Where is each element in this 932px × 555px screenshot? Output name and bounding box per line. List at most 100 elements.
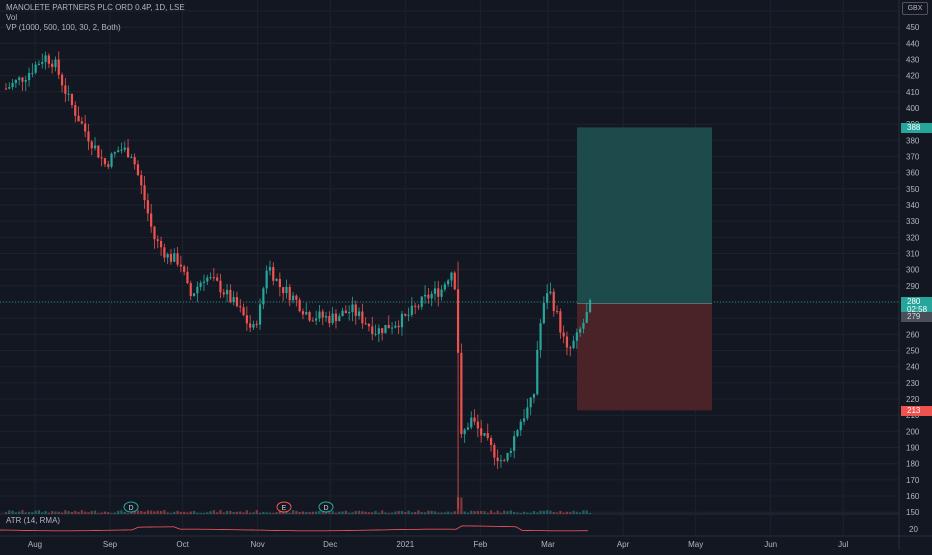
- price-tick-label: 350: [906, 185, 920, 194]
- volume-bar: [156, 510, 159, 514]
- volume-bar: [110, 512, 113, 514]
- time-axis[interactable]: Aug Sep Oct Nov Dec 2021 Feb Mar Apr May Jun Jul: [28, 540, 849, 549]
- volume-bar: [410, 512, 413, 514]
- candle-body: [235, 297, 239, 307]
- volume-bar: [532, 511, 536, 514]
- candle-body: [529, 397, 532, 408]
- candle-body: [496, 457, 499, 462]
- volume-bar: [242, 512, 245, 514]
- volume-bar: [536, 512, 539, 514]
- volume-bar: [186, 512, 189, 514]
- volume-bar: [278, 510, 281, 514]
- volume-indicator-label[interactable]: Vol: [6, 13, 18, 22]
- candle-body: [503, 460, 506, 462]
- volume-bar: [90, 510, 93, 514]
- candle-body: [334, 313, 338, 322]
- candle-body: [470, 417, 473, 428]
- volume-bar: [14, 512, 17, 514]
- price-tick-label: 290: [906, 282, 920, 291]
- volume-bar: [466, 512, 470, 514]
- price-tick-label: 380: [906, 136, 920, 145]
- volume-bar: [34, 510, 37, 514]
- candle-body: [443, 284, 446, 290]
- loss-zone: [577, 303, 712, 411]
- candle-body: [536, 349, 539, 395]
- event-marker-label: E: [282, 505, 287, 512]
- candle-body: [24, 80, 27, 82]
- volume-bar: [354, 510, 357, 514]
- price-axis[interactable]: 1501601701801902002102202302402502602702…: [906, 7, 920, 517]
- candle-body: [288, 286, 291, 301]
- candle-body: [239, 306, 242, 308]
- volume-bar: [268, 512, 272, 514]
- time-tick-label: May: [688, 540, 703, 549]
- volume-bar: [470, 510, 473, 514]
- volume-bar: [146, 510, 149, 514]
- volume-bar: [169, 512, 173, 514]
- candle-body: [206, 277, 209, 282]
- volume-bar: [209, 511, 212, 514]
- price-tick-label: 170: [906, 476, 920, 485]
- candle-body: [103, 158, 107, 165]
- volume-bar: [133, 510, 136, 514]
- volume-profile-label[interactable]: VP (1000, 500, 100, 30, 2, Both): [6, 23, 121, 32]
- symbol-title[interactable]: MANOLETE PARTNERS PLC ORD 0.4P, 1D, LSE: [6, 3, 185, 12]
- candle-body: [189, 283, 192, 297]
- stop-price-tag: 213: [901, 406, 932, 416]
- price-tick-label: 300: [906, 266, 920, 275]
- volume-bar: [447, 511, 450, 514]
- candle-body: [473, 417, 476, 422]
- candle-body: [176, 253, 179, 265]
- candle-body: [364, 323, 367, 325]
- volume-bar: [351, 512, 354, 514]
- volume-bar: [423, 512, 427, 514]
- volume-bar: [499, 512, 503, 514]
- candle-body: [331, 313, 334, 324]
- candle-body: [585, 311, 588, 323]
- candle-body: [199, 282, 202, 287]
- candle-body: [285, 286, 288, 294]
- atr-indicator-label[interactable]: ATR (14, RMA): [6, 516, 61, 525]
- candle-body: [400, 313, 404, 328]
- volume-bar: [57, 511, 60, 514]
- volume-bar: [404, 512, 407, 514]
- volume-bar: [476, 510, 479, 514]
- volume-bar: [318, 510, 321, 514]
- candle-body: [298, 299, 301, 312]
- currency-label[interactable]: GBX: [902, 2, 928, 15]
- candle-body: [450, 272, 453, 281]
- volume-bar: [222, 512, 225, 514]
- volume-bar: [522, 511, 526, 514]
- volume-bar: [120, 510, 123, 514]
- volume-bar: [262, 512, 265, 514]
- time-tick-label: Dec: [323, 540, 337, 549]
- volume-bar: [506, 511, 509, 514]
- volume-bar: [552, 511, 555, 514]
- candle-body: [21, 77, 24, 82]
- volume-bar: [357, 510, 361, 514]
- time-tick-label: Oct: [176, 540, 189, 549]
- candle-body: [110, 153, 113, 167]
- candle-body: [143, 185, 146, 201]
- candle-body: [354, 304, 357, 316]
- candle-body: [113, 152, 116, 154]
- candle-body: [80, 121, 83, 124]
- candle-body: [245, 315, 248, 324]
- candle-body: [357, 311, 361, 316]
- volume-bar: [394, 511, 397, 514]
- candle-body: [74, 105, 77, 116]
- candle-body: [34, 64, 37, 73]
- atr-line: [0, 525, 588, 532]
- volume-bar: [440, 512, 443, 514]
- time-tick-label: Jun: [764, 540, 777, 549]
- candle-body: [588, 299, 592, 312]
- candle-body: [324, 316, 328, 318]
- volume-bar: [384, 512, 387, 514]
- volume-bar: [565, 511, 569, 514]
- candle-body: [265, 270, 268, 289]
- candle-body: [579, 328, 582, 333]
- candle-body: [301, 311, 305, 315]
- long-position-zones[interactable]: [577, 127, 712, 411]
